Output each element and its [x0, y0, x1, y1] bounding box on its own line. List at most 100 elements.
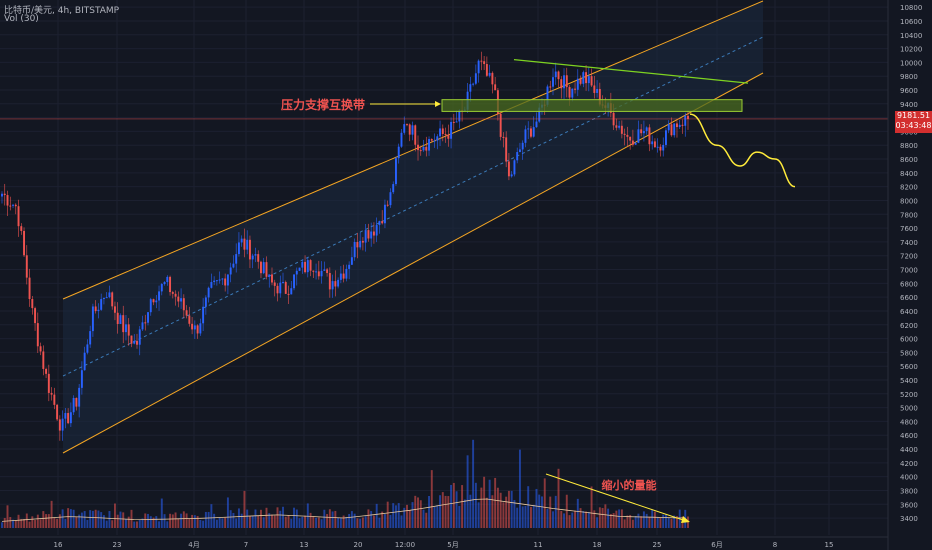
candle-body: [86, 344, 89, 353]
volume-bar: [430, 470, 433, 528]
volume-bar: [58, 514, 61, 528]
candle-body: [39, 346, 42, 352]
candle-body: [177, 296, 180, 302]
candle-body: [1, 193, 3, 197]
volume-bar: [36, 514, 39, 528]
candle-body: [582, 72, 585, 84]
candle-body: [312, 270, 315, 272]
volume-bar: [642, 511, 645, 528]
candle-body: [317, 271, 320, 277]
volume-bar: [491, 495, 494, 528]
candle-body: [334, 281, 337, 287]
candle-body: [47, 373, 50, 393]
y-tick-label: 10000: [900, 59, 922, 67]
candle-body: [350, 257, 353, 265]
y-tick-label: 6400: [900, 308, 918, 316]
candle-body: [102, 297, 105, 300]
candle-body: [684, 115, 687, 126]
time-axis[interactable]: 16 23 4月 7 13 20 12:00 5月 11 18 25 6月 8 15: [0, 536, 888, 549]
candle-body: [678, 124, 681, 128]
candle-body: [182, 298, 185, 311]
volume-bar: [28, 521, 31, 528]
candle-body: [174, 293, 177, 297]
forecast-path: [689, 113, 796, 188]
volume-bar: [651, 509, 654, 528]
candle-body: [268, 274, 271, 277]
x-tick-label: 18: [593, 541, 602, 549]
price-axis[interactable]: 1080010600104001020010000980096009400920…: [887, 0, 922, 550]
volume-bar: [276, 507, 279, 528]
candle-body: [507, 161, 510, 177]
ascending-channel[interactable]: [62, 0, 764, 454]
volume-bar: [403, 507, 406, 528]
volume-bar: [439, 495, 442, 528]
volume-bar: [342, 515, 345, 528]
candle-body: [331, 281, 334, 290]
candle-body: [527, 128, 530, 130]
volume-bar: [229, 510, 232, 528]
volume-bar: [207, 511, 210, 528]
candle-body: [67, 413, 70, 424]
volume-bar: [174, 512, 177, 528]
volume-bar: [100, 512, 103, 528]
y-tick-label: 4000: [900, 474, 918, 482]
candle-body: [160, 284, 163, 292]
candle-body: [579, 78, 582, 84]
volume-bar: [301, 516, 304, 528]
volume-bar: [604, 504, 607, 528]
volume-bar: [213, 513, 216, 528]
volume-bar: [221, 518, 224, 528]
volume-bar: [521, 506, 524, 528]
candle-body: [524, 129, 527, 143]
volume-bar: [182, 511, 185, 528]
volume-bar: [149, 516, 152, 528]
volume-bar: [350, 511, 353, 528]
candle-body: [631, 140, 634, 145]
candle-body: [372, 231, 375, 236]
candle-body: [25, 255, 28, 278]
volume-bar: [6, 505, 9, 528]
volume-bar: [378, 517, 381, 528]
volume-bar: [480, 487, 483, 528]
x-tick-label: 4月: [188, 541, 199, 549]
candle-body: [428, 139, 430, 151]
volume-bar: [136, 521, 138, 528]
candle-body: [188, 315, 191, 324]
volume-bar: [279, 510, 282, 528]
candle-body: [673, 123, 676, 136]
candle-body: [367, 230, 370, 239]
candle-body: [395, 158, 397, 185]
zone-label: 压力支撑互换带: [281, 97, 365, 112]
y-tick-label: 8800: [900, 142, 918, 150]
volume-bar: [425, 512, 428, 528]
candle-body: [196, 325, 199, 334]
candle-body: [546, 86, 549, 105]
candle-body: [538, 107, 541, 122]
volume-bar: [215, 519, 218, 528]
y-tick-label: 7000: [900, 267, 918, 275]
candle-body: [436, 136, 439, 141]
volume-bar: [287, 515, 290, 528]
volume-bar: [458, 505, 461, 528]
candle-body: [69, 412, 72, 424]
candle-body: [202, 306, 205, 324]
volume-bar: [246, 509, 249, 528]
candle-body: [469, 84, 472, 92]
volume-bar: [370, 511, 373, 528]
candle-body: [439, 128, 442, 137]
x-tick-label: 11: [534, 541, 543, 549]
volume-bar: [315, 517, 318, 528]
volume-bar: [317, 517, 320, 528]
volume-bar: [436, 505, 439, 528]
volume-bar: [359, 518, 362, 528]
volume-bar: [23, 519, 26, 528]
y-tick-label: 8000: [900, 197, 918, 205]
volume-bar: [587, 511, 590, 528]
candle-body: [491, 72, 494, 85]
volume-bar: [155, 516, 158, 528]
y-tick-label: 5200: [900, 391, 918, 399]
y-tick-label: 4800: [900, 418, 918, 426]
candle-body: [400, 132, 403, 147]
candle-body: [618, 125, 621, 128]
